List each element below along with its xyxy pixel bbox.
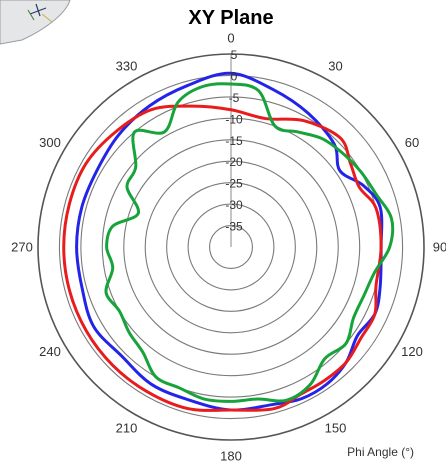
radial-tick-label: 5 <box>231 48 238 62</box>
angle-tick-label: 210 <box>116 421 138 436</box>
series-line-2 <box>62 104 383 412</box>
angle-tick-label: 60 <box>405 135 419 150</box>
radial-tick-label: -20 <box>225 155 243 169</box>
angle-axis-label: Phi Angle (°) <box>347 445 414 459</box>
angle-tick-label: 180 <box>220 449 242 464</box>
radial-tick-label: -25 <box>225 177 243 191</box>
radial-tick-label: -15 <box>225 134 243 148</box>
polar-grid <box>37 53 425 441</box>
radial-tick-label: -5 <box>229 91 240 105</box>
radial-tick-labels: 5 0 -5 -10 -15 -20 -25 -30 -35 <box>225 48 243 234</box>
angle-tick-label: 270 <box>11 240 33 255</box>
radial-tick-label: -35 <box>225 220 243 234</box>
angle-tick-label: 150 <box>325 421 347 436</box>
radial-tick-label: -30 <box>225 198 243 212</box>
angle-tick-labels: 0 30 60 90 120 150 180 210 240 270 300 330 <box>11 31 446 464</box>
angle-tick-label: 120 <box>401 344 423 359</box>
angle-tick-label: 300 <box>39 135 61 150</box>
series-line-3 <box>104 82 395 403</box>
angle-tick-label: 330 <box>116 59 138 74</box>
radial-tick-label: 0 <box>231 69 238 83</box>
angle-tick-label: 240 <box>39 344 61 359</box>
angle-tick-label: 0 <box>227 31 234 46</box>
chart-title: XY Plane <box>188 7 273 29</box>
series-layer <box>62 71 395 412</box>
antenna-model-inset <box>0 0 71 45</box>
angle-tick-label: 90 <box>433 240 446 255</box>
angle-tick-label: 30 <box>328 59 342 74</box>
radial-tick-label: -10 <box>225 112 243 126</box>
